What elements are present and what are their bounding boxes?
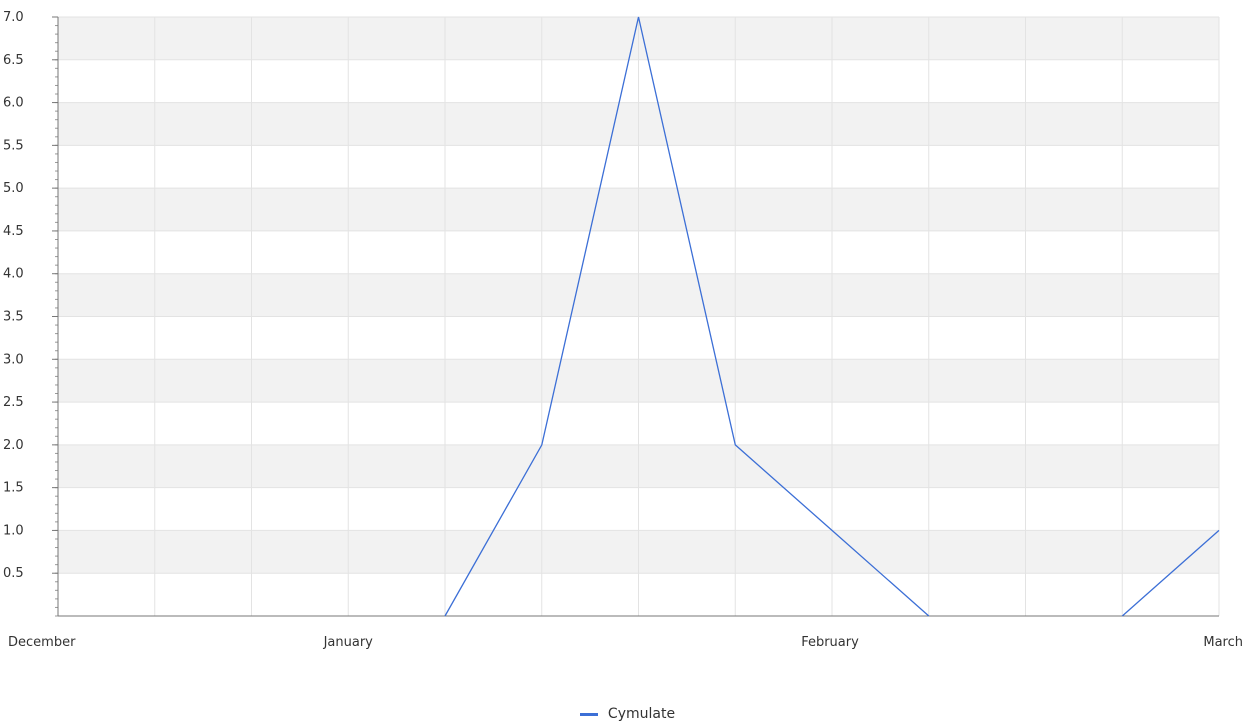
y-tick-label: 2.0	[3, 438, 24, 453]
y-tick-label: 5.0	[3, 181, 24, 196]
legend: Cymulate	[0, 706, 1255, 722]
y-tick-label: 6.0	[3, 96, 24, 111]
line-chart: 7.0 6.5 6.0 5.5 5.0 4.5 4.0 3.5 3.0 2.5 2.0 1.5 1.0 0…	[3, 10, 1243, 650]
y-tick-label: 3.0	[3, 352, 24, 367]
y-tick-label: 4.0	[3, 267, 24, 282]
legend-swatch	[579, 712, 598, 716]
x-tick-label: December	[8, 635, 76, 650]
y-tick-label: 6.5	[3, 53, 24, 68]
y-tick-label: 4.5	[3, 224, 24, 239]
y-tick-label: 1.5	[3, 481, 24, 496]
x-tick-label: March	[1203, 635, 1243, 650]
y-tick-label: 7.0	[3, 10, 24, 25]
y-tick-label: 5.5	[3, 138, 24, 153]
y-tick-label: 3.5	[3, 310, 24, 325]
y-tick-label: 1.0	[3, 523, 24, 538]
y-tick-label: 2.5	[3, 395, 24, 410]
legend-label-cymulate: Cymulate	[607, 706, 676, 722]
x-tick-label: February	[801, 635, 859, 650]
x-tick-label: January	[323, 635, 374, 650]
series-line-cymulate	[1121, 529, 1220, 617]
series-line-cymulate	[444, 16, 930, 617]
y-tick-label: 0.5	[3, 566, 24, 581]
